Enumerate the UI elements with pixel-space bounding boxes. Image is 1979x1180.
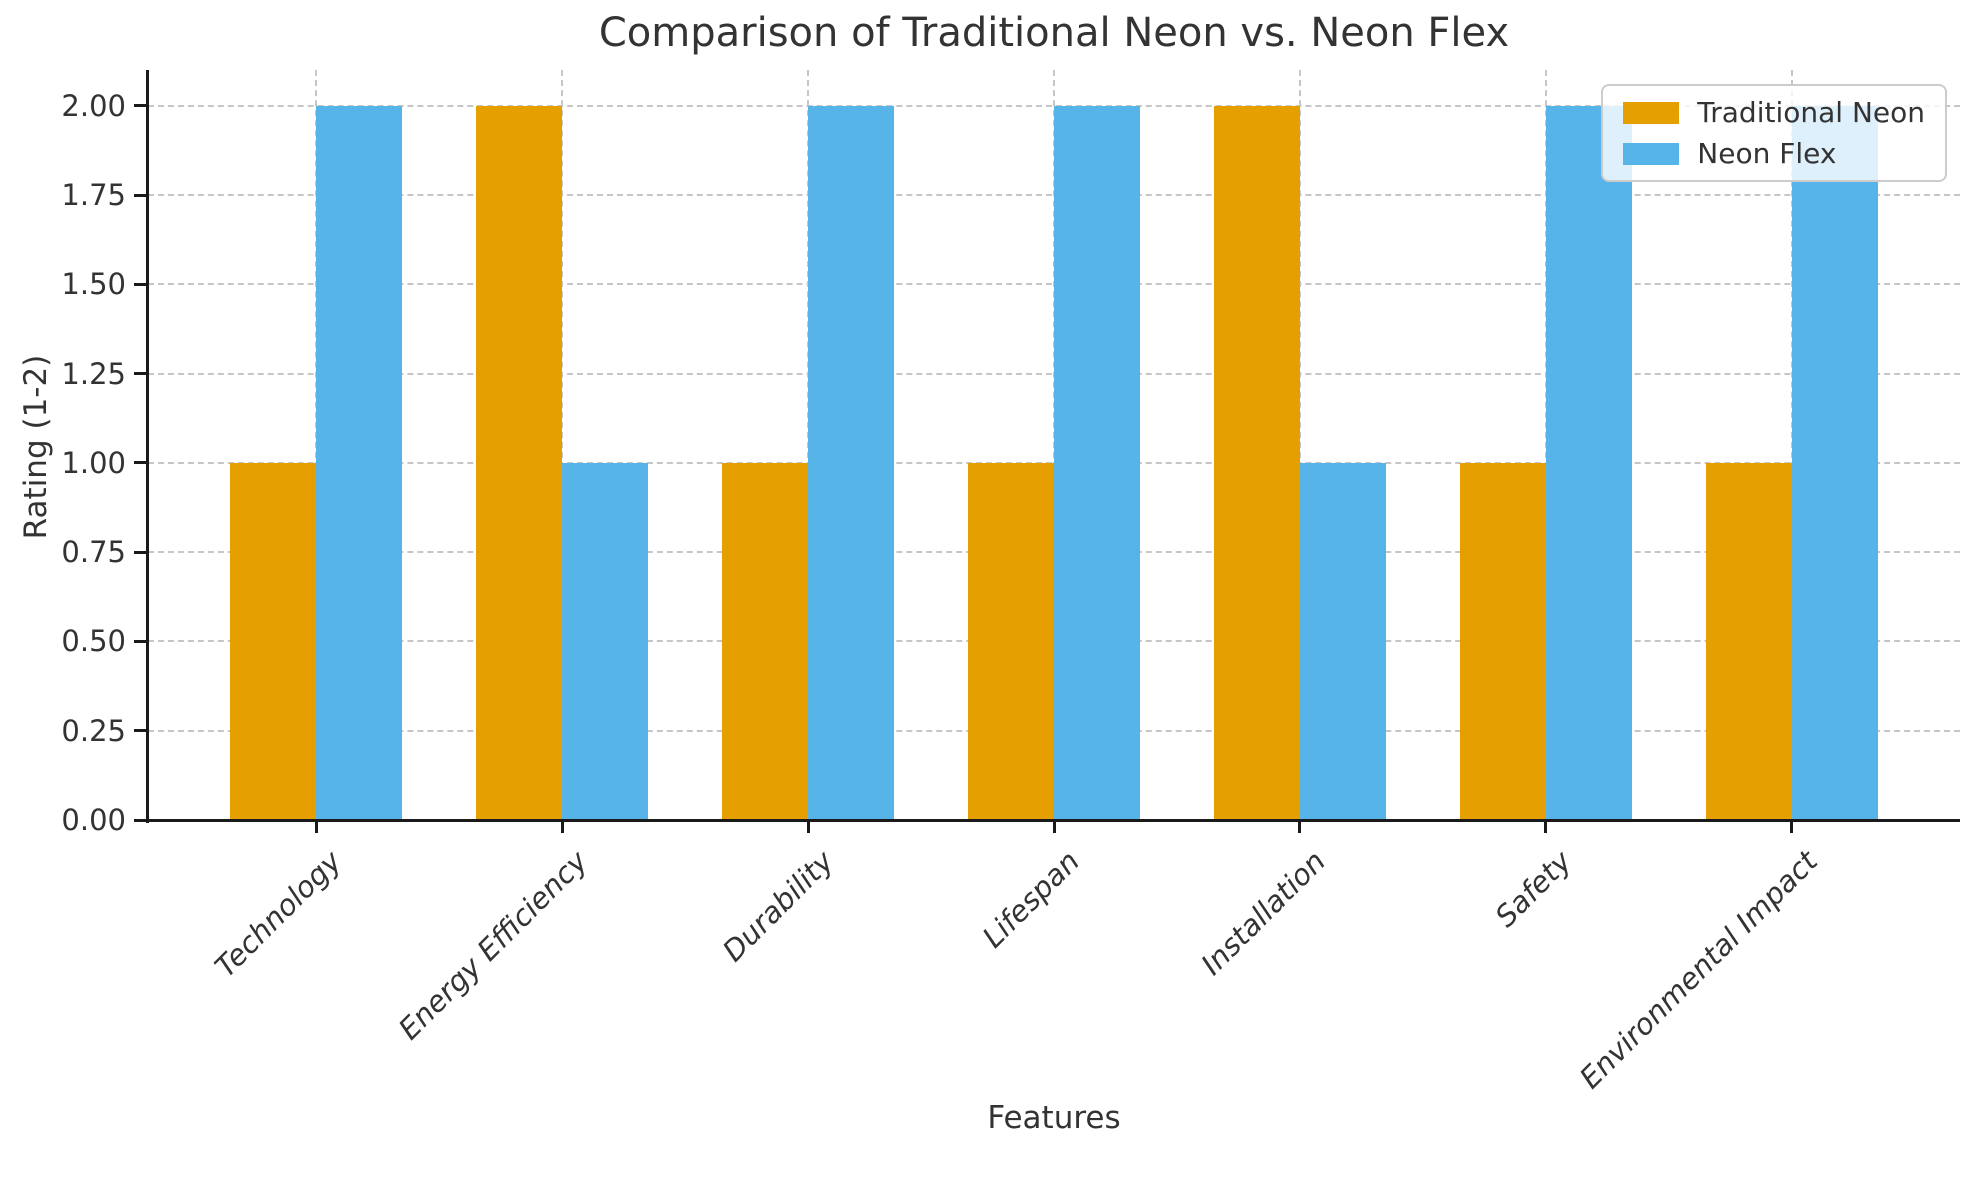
y-axis-spine — [146, 70, 149, 823]
y-tick-mark — [134, 550, 146, 554]
bar-neon-flex-durability — [808, 105, 895, 820]
bar-traditional-neon-safety — [1459, 462, 1546, 820]
legend-label-neon-flex: Neon Flex — [1697, 137, 1837, 170]
v-gridline — [561, 70, 564, 820]
x-tick-mark — [314, 822, 318, 833]
bar-traditional-neon-installation — [1213, 105, 1300, 820]
bar-neon-flex-installation — [1299, 462, 1386, 820]
y-tick-label: 1.25 — [61, 356, 126, 391]
chart-title: Comparison of Traditional Neon vs. Neon … — [598, 10, 1510, 56]
bar-neon-flex-technology — [316, 105, 403, 820]
y-tick-label: 2.00 — [61, 88, 126, 123]
x-tick-mark — [1544, 822, 1548, 833]
bar-traditional-neon-durability — [722, 462, 809, 820]
x-tick-mark — [1790, 822, 1794, 833]
y-tick-mark — [134, 282, 146, 286]
y-tick-label: 0.25 — [61, 713, 126, 748]
y-tick-mark — [134, 104, 146, 108]
bar-traditional-neon-lifespan — [967, 462, 1054, 820]
y-tick-mark — [134, 729, 146, 733]
legend: Traditional Neon Neon Flex — [1601, 84, 1947, 182]
y-tick-mark — [134, 193, 146, 197]
x-tick-mark — [560, 822, 564, 833]
y-tick-mark — [134, 461, 146, 465]
y-tick-label: 1.75 — [61, 178, 126, 212]
y-tick-label: 0.00 — [61, 803, 126, 837]
x-tick-mark — [1052, 822, 1056, 833]
bar-neon-flex-energy-efficiency — [562, 462, 649, 820]
x-axis-label: Features — [987, 1100, 1121, 1136]
bar-neon-flex-lifespan — [1054, 105, 1141, 820]
y-tick-mark — [134, 372, 146, 376]
bar-traditional-neon-technology — [230, 462, 317, 820]
x-tick-mark — [1298, 822, 1302, 833]
y-tick-label: 0.75 — [61, 535, 126, 570]
bar-neon-flex-environmental-impact — [1791, 105, 1878, 820]
bar-neon-flex-safety — [1545, 105, 1632, 820]
legend-item-neon-flex: Neon Flex — [1623, 137, 1925, 170]
y-tick-label: 1.00 — [61, 445, 126, 480]
v-gridline — [1298, 70, 1301, 820]
bar-traditional-neon-energy-efficiency — [476, 105, 563, 820]
legend-label-traditional-neon: Traditional Neon — [1697, 96, 1925, 129]
y-tick-mark — [134, 639, 146, 643]
y-tick-label: 0.50 — [61, 624, 126, 659]
x-tick-mark — [806, 822, 810, 833]
y-tick-mark — [134, 818, 146, 822]
bar-traditional-neon-environmental-impact — [1705, 462, 1792, 820]
legend-swatch-traditional-neon — [1623, 101, 1680, 124]
x-axis-spine — [146, 819, 1960, 822]
legend-item-traditional-neon: Traditional Neon — [1623, 96, 1925, 129]
legend-swatch-neon-flex — [1623, 142, 1680, 165]
y-tick-label: 1.50 — [61, 267, 126, 302]
